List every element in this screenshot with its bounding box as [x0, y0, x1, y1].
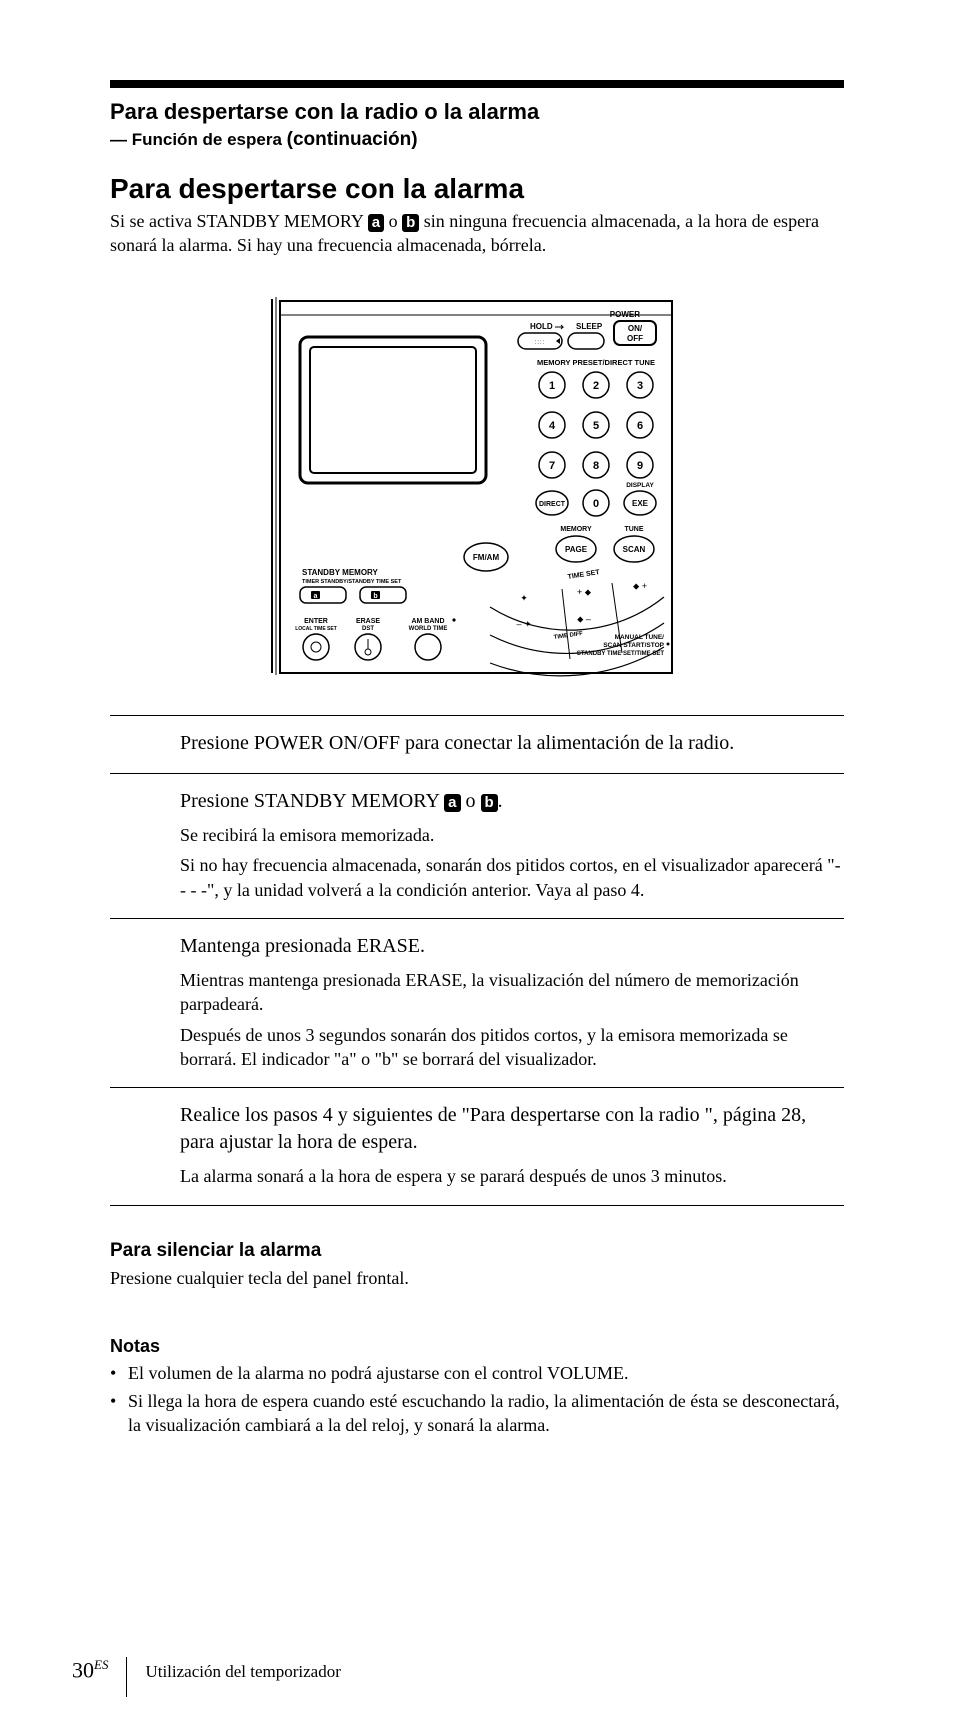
- section-title: Para despertarse con la radio o la alarm…: [110, 98, 844, 127]
- memory-label: MEMORY: [560, 526, 592, 533]
- on-label: ON/: [628, 324, 643, 333]
- step-4: Realice los pasos 4 y siguientes de "Par…: [110, 1087, 844, 1205]
- badge-b-icon: b: [481, 794, 498, 812]
- erase-label: ERASE: [356, 618, 380, 625]
- badge-a-icon: a: [444, 794, 460, 812]
- timeset-label: TIME SET: [567, 569, 601, 581]
- sleep-label: SLEEP: [576, 322, 603, 331]
- step-3-lead: Mantenga presionada ERASE.: [180, 933, 844, 960]
- step-2-lead: Presione STANDBY MEMORY a o b.: [180, 788, 844, 815]
- svg-text:3: 3: [637, 380, 643, 392]
- amband-label: AM BAND: [411, 618, 444, 625]
- page-num-sup: ES: [94, 1657, 108, 1672]
- step-2-lead-before: Presione STANDBY MEMORY: [180, 790, 444, 812]
- off-label: OFF: [627, 334, 643, 343]
- page-footer: 30ES Utilización del temporizador: [72, 1657, 341, 1685]
- heading-2: Para despertarse con la alarma: [110, 173, 844, 205]
- footer-separator: [126, 1657, 127, 1697]
- step-3: Mantenga presionada ERASE. Mientras mant…: [110, 918, 844, 1087]
- keypad: 1 2 3 4 5 6 7 8 9 DISPLAY DIRECT 0 EXE: [536, 372, 656, 516]
- svg-text:0: 0: [593, 498, 599, 510]
- manual2-label: SCAN START/STOP: [603, 642, 664, 649]
- svg-text:7: 7: [549, 460, 555, 472]
- preset-label: MEMORY PRESET/DIRECT TUNE: [537, 358, 655, 367]
- svg-text:4: 4: [549, 420, 556, 432]
- section-subtitle: — Función de espera (continuación): [110, 129, 844, 151]
- world-label: WORLD TIME: [409, 626, 448, 632]
- page-label: PAGE: [565, 545, 588, 554]
- svg-text:⬥ –: ⬥ –: [577, 614, 591, 624]
- intro-text-2: o: [384, 211, 402, 231]
- step-2-body-2: Si no hay frecuencia almacenada, sonarán…: [180, 853, 844, 902]
- intro-paragraph: Si se activa STANDBY MEMORY a o b sin ni…: [110, 209, 844, 258]
- local-label: LOCAL TIME SET: [295, 626, 337, 632]
- subtitle-continuation: (continuación): [287, 129, 418, 150]
- svg-text:::::: ::::: [535, 340, 546, 346]
- notes-list: El volumen de la alarma no podrá ajustar…: [110, 1361, 844, 1438]
- svg-text:⬥ +: ⬥ +: [633, 581, 647, 591]
- steps-list: Presione POWER ON/OFF para conectar la a…: [110, 715, 844, 1205]
- power-label: POWER: [610, 310, 640, 319]
- step-4-lead: Realice los pasos 4 y siguientes de "Par…: [180, 1102, 844, 1156]
- subtitle-prefix: — Función de espera: [110, 130, 287, 149]
- dst-label: DST: [362, 626, 374, 632]
- hold-label: HOLD: [530, 322, 553, 331]
- step-2-lead-mid: o: [461, 790, 481, 812]
- timediff-label: TIME DIFF: [553, 631, 583, 641]
- page: Para despertarse con la radio o la alarm…: [0, 0, 954, 1729]
- svg-text:+ ⬥: + ⬥: [577, 587, 592, 597]
- badge-a-icon: a: [368, 214, 384, 232]
- svg-text:1: 1: [549, 380, 555, 392]
- page-num-value: 30: [72, 1657, 94, 1682]
- display-label: DISPLAY: [626, 482, 654, 489]
- badge-b-icon: b: [402, 214, 419, 232]
- step-1-lead: Presione POWER ON/OFF para conectar la a…: [180, 730, 844, 757]
- page-number: 30ES: [72, 1657, 108, 1683]
- standby-memory-label: STANDBY MEMORY: [302, 568, 379, 577]
- step-2: Presione STANDBY MEMORY a o b. Se recibi…: [110, 773, 844, 918]
- step-1: Presione POWER ON/OFF para conectar la a…: [110, 715, 844, 773]
- device-figure: POWER ON/ OFF HOLD SLEEP :::: MEMORY PRE…: [110, 287, 844, 687]
- svg-text:2: 2: [593, 380, 599, 392]
- svg-text:✦: ✦: [520, 593, 528, 603]
- standby-b-icon: b: [373, 593, 377, 600]
- enter-label: ENTER: [304, 618, 328, 625]
- manual1-label: MANUAL TUNE/: [615, 634, 665, 641]
- svg-text:8: 8: [593, 460, 599, 472]
- step-4-body-1: La alarma sonará a la hora de espera y s…: [180, 1164, 844, 1188]
- manual3-label: STANDBY TIME SET/TIME SET: [577, 651, 664, 657]
- svg-text:9: 9: [637, 460, 643, 472]
- intro-text-1: Si se activa STANDBY MEMORY: [110, 211, 368, 231]
- step-3-body-2: Después de unos 3 segundos sonarán dos p…: [180, 1023, 844, 1072]
- svg-text:– ✦: – ✦: [516, 619, 532, 629]
- radio-diagram-svg: POWER ON/ OFF HOLD SLEEP :::: MEMORY PRE…: [262, 287, 692, 687]
- footer-section: Utilización del temporizador: [145, 1662, 340, 1682]
- top-rule: [110, 80, 844, 88]
- svg-text:6: 6: [637, 420, 643, 432]
- step-2-lead-after: .: [498, 790, 503, 812]
- step-2-body-1: Se recibirá la emisora memorizada.: [180, 823, 844, 847]
- tune-label: TUNE: [624, 526, 643, 533]
- standby-a-icon: a: [314, 593, 318, 600]
- scan-label: SCAN: [623, 545, 646, 554]
- svg-text:5: 5: [593, 420, 599, 432]
- fmam-label: FM/AM: [473, 553, 500, 562]
- note-item-1: El volumen de la alarma no podrá ajustar…: [110, 1361, 844, 1385]
- silence-title: Para silenciar la alarma: [110, 1240, 844, 1262]
- direct-label: DIRECT: [539, 501, 566, 508]
- standby-sub-label: TIMER STANDBY/STANDBY TIME SET: [302, 579, 402, 585]
- silence-text: Presione cualquier tecla del panel front…: [110, 1266, 844, 1290]
- step-3-body-1: Mientras mantenga presionada ERASE, la v…: [180, 968, 844, 1017]
- note-item-2: Si llega la hora de espera cuando esté e…: [110, 1389, 844, 1438]
- exe-label: EXE: [632, 499, 649, 508]
- notes-title: Notas: [110, 1336, 844, 1357]
